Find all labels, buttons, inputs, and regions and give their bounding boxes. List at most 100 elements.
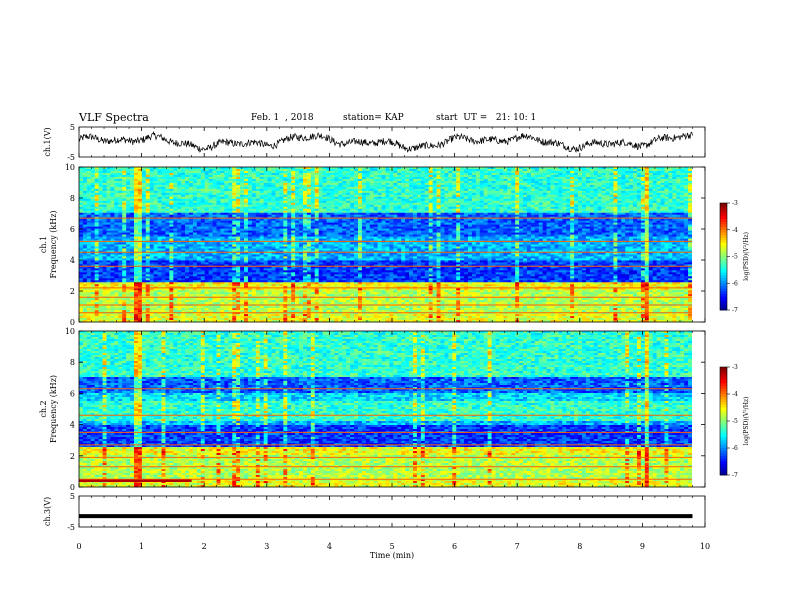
ch2-spectrogram-colorbar-step: [720, 394, 727, 397]
x-tick-label: 3: [264, 542, 269, 551]
ch2-spectrogram-colorbar-tick-label: -3: [732, 364, 738, 371]
ch2-spectrogram-colorbar-step: [720, 386, 727, 389]
ch2-spectrogram-colorbar-step: [720, 448, 727, 451]
x-tick-label: 4: [327, 542, 332, 551]
ch2-spectrogram-colorbar-step: [720, 429, 727, 432]
ch2-spectrogram-colorbar-step: [720, 451, 727, 454]
ch3-waveform-frame: [79, 496, 705, 527]
ch1-spectrogram-ytick-label: 6: [70, 225, 75, 234]
ch2-spectrogram-heatmap: [79, 331, 705, 487]
ch1-spectrogram-colorbar-step: [720, 257, 727, 260]
ch2-spectrogram-colorbar-step: [720, 408, 727, 411]
ch2-spectrogram-colorbar-step: [720, 383, 727, 386]
ch2-spectrogram-colorbar-step: [720, 462, 727, 465]
ch2-spectrogram-colorbar-step: [720, 470, 727, 473]
ch2-spectrogram-colorbar-step: [720, 410, 727, 413]
x-tick-label: 7: [515, 542, 520, 551]
ch1-spectrogram-colorbar-step: [720, 211, 727, 214]
ch2-spectrogram-colorbar-step: [720, 405, 727, 408]
ch2-spectrogram-colorbar-step: [720, 381, 727, 384]
ch1-spectrogram-colorbar-step: [720, 222, 727, 225]
ch2-spectrogram-colorbar-step: [720, 416, 727, 419]
ch1-spectrogram-colorbar-step: [720, 286, 727, 289]
x-tick-label: 6: [452, 542, 457, 551]
ch2-spectrogram-ytick-label: 6: [70, 389, 75, 398]
ch2-spectrogram-colorbar-step: [720, 418, 727, 421]
ch1-spectrogram-colorbar-step: [720, 230, 727, 233]
ch2-spectrogram-colorbar-step: [720, 370, 727, 373]
ch3-ytick-label: 5: [70, 492, 75, 501]
x-tick-label: 10: [700, 542, 710, 551]
ch1-spectrogram-colorbar-step: [720, 294, 727, 297]
ch1-spectrogram-colorbar-step: [720, 224, 727, 227]
x-tick-label: 0: [76, 542, 81, 551]
ch1-spectrogram-colorbar-tick-label: -3: [732, 200, 738, 207]
ch1-waveform-line: [79, 132, 693, 152]
ch1-spectrogram-heatmap: [79, 167, 705, 322]
ch2-spectrogram-blank: [692, 331, 705, 487]
ch1-spectrogram-colorbar-step: [720, 219, 727, 222]
ch2-spectrogram-colorbar-step: [720, 453, 727, 456]
ch1-spectrogram-colorbar-step: [720, 265, 727, 268]
ch1-spectrogram-colorbar-step: [720, 267, 727, 270]
ch1-spectrogram-colorbar-step: [720, 278, 727, 281]
ch1-spectrogram-colorbar-step: [720, 270, 727, 273]
ch2-spectrogram-colorbar-step: [720, 397, 727, 400]
ch1-spectrogram-colorbar-step: [720, 281, 727, 284]
ch2-spectrogram-colorbar-step: [720, 445, 727, 448]
ch1-spectrogram-ytick-label: 2: [70, 287, 75, 296]
ch1-spectrogram-colorbar-tick-label: -6: [732, 280, 738, 287]
ch2-spectrogram-colorbar-step: [720, 443, 727, 446]
ch1-spectrogram-colorbar-step: [720, 238, 727, 241]
x-tick-label: 9: [640, 542, 645, 551]
ch2-spectrogram-colorbar-step: [720, 459, 727, 462]
ch2-spectrogram-colorbar-step: [720, 464, 727, 467]
ch2-spectrogram-ytick-label: 8: [70, 358, 75, 367]
ch1-spectrogram-colorbar-tick-label: -4: [732, 227, 738, 234]
x-tick-label: 5: [389, 542, 394, 551]
ch1-spectrogram-colorbar-step: [720, 275, 727, 278]
ch2-spectrogram-colorbar-step: [720, 432, 727, 435]
ch1-spectrogram-ylabel: ch.1: [39, 236, 48, 253]
ch1-spectrogram-colorbar-step: [720, 246, 727, 249]
ch2-spectrogram-colorbar-step: [720, 456, 727, 459]
ch2-spectrogram-colorbar-step: [720, 467, 727, 470]
ch2-spectrogram-ytick-label: 0: [70, 483, 75, 492]
ch1-spectrogram-colorbar-step: [720, 251, 727, 254]
ch1-spectrogram-ytick-label: 0: [70, 318, 75, 327]
ch1-spectrogram-ylabel: Frequency (kHz): [49, 210, 58, 278]
ch1-spectrogram-colorbar-step: [720, 283, 727, 286]
ch1-spectrogram-colorbar-step: [720, 289, 727, 292]
ch1-spectrogram-ytick-label: 10: [65, 163, 75, 172]
ch2-spectrogram-colorbar-step: [720, 437, 727, 440]
ch2-spectrogram-ylabel: ch.2: [39, 400, 48, 417]
ch1-spectrogram-colorbar-tick-label: -5: [732, 254, 738, 261]
ch2-spectrogram-ytick-label: 2: [70, 452, 75, 461]
ch1-spectrogram-colorbar-step: [720, 232, 727, 235]
ch1-spectrogram-ytick-label: 4: [70, 256, 75, 265]
ch2-spectrogram-colorbar-step: [720, 372, 727, 375]
ch1-spectrogram-colorbar-step: [720, 203, 727, 206]
ch2-spectrogram-colorbar-tick-label: -5: [732, 418, 738, 425]
ch1-spectrogram-colorbar-label: log(PSD)(V²/Hz): [743, 232, 750, 281]
ch1-spectrogram-ytick-label: 8: [70, 194, 75, 203]
ch1-spectrogram-colorbar-step: [720, 302, 727, 305]
ch1-ylabel: ch.1(V): [43, 127, 52, 156]
ch1-spectrogram-colorbar-step: [720, 259, 727, 262]
ch1-spectrogram-colorbar-step: [720, 297, 727, 300]
ch2-spectrogram-colorbar-label: log(PSD)(V²/Hz): [743, 397, 750, 446]
ch2-spectrogram-colorbar-tick-label: -4: [732, 391, 738, 398]
ch1-spectrogram-colorbar-step: [720, 243, 727, 246]
ch1-spectrogram-colorbar-step: [720, 240, 727, 243]
ch1-spectrogram-colorbar-step: [720, 305, 727, 308]
ch2-spectrogram-colorbar-step: [720, 424, 727, 427]
ch3-ylabel: ch.3(V): [43, 497, 52, 526]
x-axis-label: Time (min): [370, 551, 414, 560]
ch1-ytick-label: -5: [67, 153, 75, 162]
ch1-spectrogram-colorbar-tick-label: -7: [732, 307, 738, 314]
ch2-spectrogram-colorbar-step: [720, 402, 727, 405]
ch2-spectrogram-colorbar-step: [720, 440, 727, 443]
ch1-spectrogram-colorbar-step: [720, 291, 727, 294]
ch3-ytick-label: -5: [67, 523, 75, 532]
